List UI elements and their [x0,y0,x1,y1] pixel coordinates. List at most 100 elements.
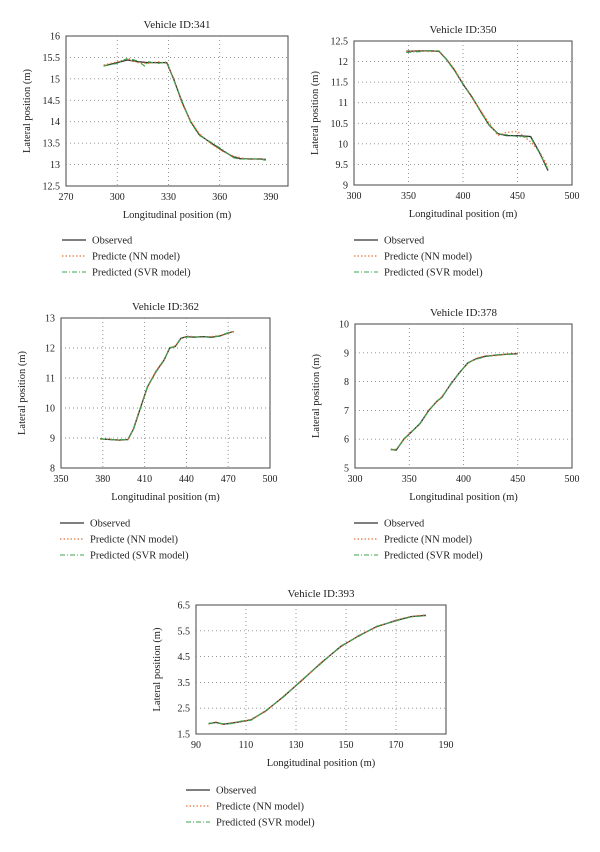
y-tick-label: 9 [344,348,349,359]
legend-label: Observed [216,786,257,797]
series-line-svr [390,353,518,452]
x-tick-label: 270 [59,192,74,203]
y-tick-label: 9 [343,181,348,192]
x-tick-label: 110 [239,740,254,751]
y-axis-title: Lateral position (m) [310,71,321,155]
y-tick-label: 2.5 [178,704,191,715]
y-tick-label: 9.5 [336,160,349,171]
chart-panel-1: 270 300 330 360 390 12.5 13 13.5 14 14.5 15 15.5 16 V… [22,19,289,279]
chart-panel-4: 300 350 400 450 500 5 6 7 8 9 10 Vehicle ID:378 Long… [311,307,580,562]
y-tick-label: 10 [339,320,349,331]
legend-label: Predicted (SVR model) [384,551,483,562]
chart-title: Vehicle ID:350 [430,24,497,36]
x-tick-label: 190 [439,740,454,751]
y-axis-title: Lateral position (m) [22,69,33,153]
y-tick-label: 11 [338,98,348,109]
x-tick-label: 410 [137,474,152,485]
plot-frame [65,35,289,187]
legend-label: Observed [90,519,131,530]
series-line-svr [208,615,427,725]
plot-frame [195,604,447,735]
series-line-nn [99,330,235,441]
series-line-svr [99,331,234,441]
x-tick-label: 500 [565,474,580,485]
legend-label: Observed [384,519,425,530]
x-tick-label: 130 [289,740,304,751]
y-axis-title: Lateral position (m) [17,351,28,435]
x-tick-label: 440 [179,474,194,485]
y-tick-label: 11 [45,374,55,385]
legend-label: Predicte (NN model) [92,252,181,263]
y-tick-label: 11.5 [331,78,348,89]
y-tick-label: 13.5 [43,139,61,150]
y-tick-label: 13 [45,314,55,325]
x-tick-label: 350 [401,191,416,202]
legend: Observed Predicte (NN model) Predicted (SV… [354,236,483,279]
y-tick-label: 12.5 [43,182,61,193]
y-tick-label: 12.5 [331,37,349,48]
x-tick-label: 400 [456,474,471,485]
x-tick-label: 500 [565,191,580,202]
legend-label: Predicted (SVR model) [92,268,191,279]
legend-label: Predicted (SVR model) [216,818,315,829]
x-tick-label: 500 [263,474,278,485]
x-axis-title: Longitudinal position (m) [267,758,376,769]
x-tick-label: 150 [339,740,354,751]
y-tick-label: 12 [338,57,348,68]
y-tick-label: 6.5 [178,601,191,612]
x-tick-label: 380 [95,474,110,485]
plot-frame [60,317,271,469]
y-tick-label: 8 [344,377,349,388]
x-tick-label: 360 [212,192,227,203]
x-tick-label: 90 [191,740,201,751]
x-tick-label: 450 [510,191,525,202]
y-tick-label: 16 [50,32,60,43]
x-tick-label: 170 [389,740,404,751]
legend-label: Predicte (NN model) [384,252,473,263]
x-tick-label: 350 [54,474,69,485]
x-axis-title: Longitudinal position (m) [409,492,518,503]
chart-title: Vehicle ID:378 [430,307,497,319]
y-tick-label: 14.5 [43,96,61,107]
x-tick-label: 300 [347,191,362,202]
x-tick-label: 450 [510,474,525,485]
series-line-svr [406,49,549,170]
y-tick-label: 5 [344,464,349,475]
y-tick-label: 7 [344,406,349,417]
y-tick-label: 5.5 [178,626,191,637]
y-tick-label: 10 [338,139,348,150]
x-tick-label: 300 [110,192,125,203]
series-line-nn [103,58,266,161]
y-tick-label: 15.5 [43,53,61,64]
legend-label: Predicte (NN model) [384,535,473,546]
chart-title: Vehicle ID:393 [288,588,355,600]
legend-label: Observed [384,236,425,247]
legend: Observed Predicte (NN model) Predicted (SV… [60,519,189,562]
x-axis-title: Longitudinal position (m) [111,492,220,503]
legend-label: Predicted (SVR model) [384,268,483,279]
y-tick-label: 8 [50,464,55,475]
x-tick-label: 300 [348,474,363,485]
chart-title: Vehicle ID:362 [132,301,199,313]
y-tick-label: 15 [50,74,60,85]
series-line-svr [103,57,266,161]
y-tick-label: 10 [45,404,55,415]
y-tick-label: 4.5 [178,652,191,663]
legend-label: Predicte (NN model) [216,802,305,813]
legend-label: Observed [92,236,133,247]
legend-label: Predicte (NN model) [90,535,179,546]
legend: Observed Predicte (NN model) Predicted (SV… [62,236,191,279]
x-axis-title: Longitudinal position (m) [409,209,518,220]
x-tick-label: 350 [402,474,417,485]
y-tick-label: 1.5 [178,730,191,741]
y-tick-label: 12 [45,344,55,355]
y-tick-label: 14 [50,117,60,128]
y-tick-label: 3.5 [178,678,191,689]
chart-title: Vehicle ID:341 [144,19,211,31]
x-tick-label: 470 [221,474,236,485]
y-axis-title: Lateral position (m) [311,354,322,438]
legend: Observed Predicte (NN model) Predicted (SV… [354,519,483,562]
chart-panel-5: 90 110 130 150 170 190 1.5 2.5 3.5 4.5 5.5 6.5 Vehic… [152,588,454,829]
y-tick-label: 9 [50,434,55,445]
